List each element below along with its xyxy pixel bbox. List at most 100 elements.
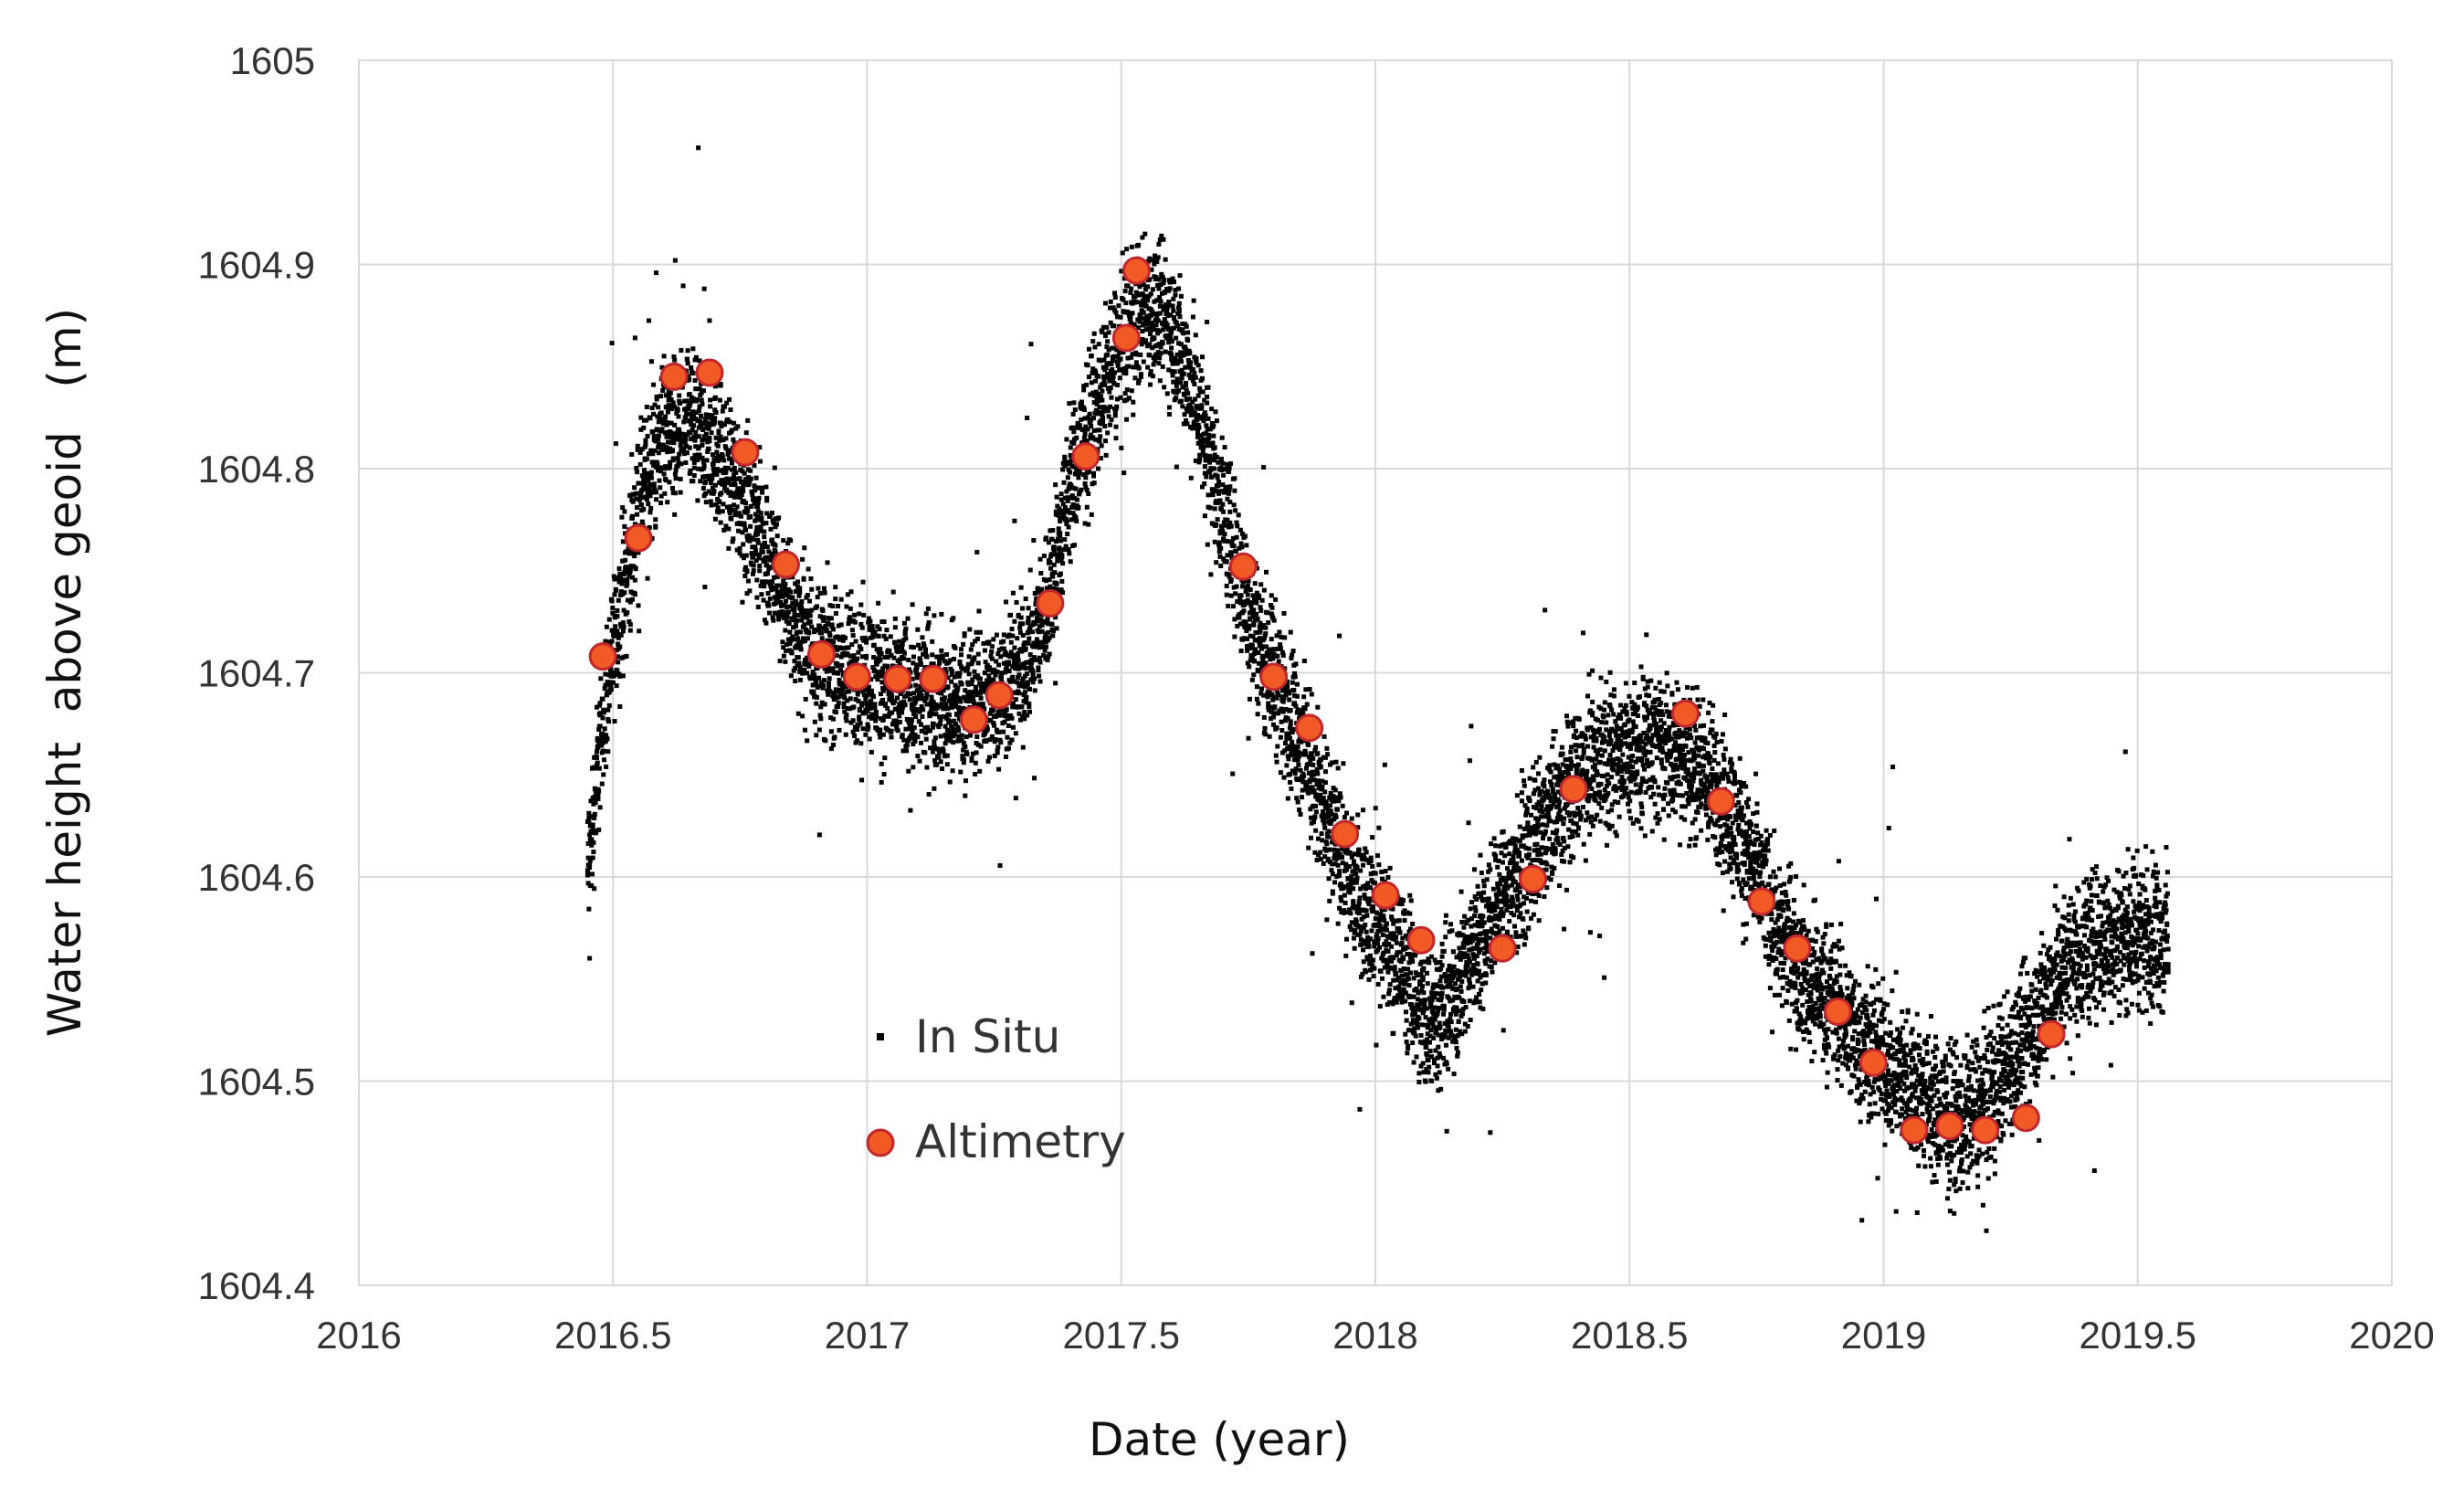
in-situ-point — [996, 766, 1002, 772]
in-situ-point — [596, 726, 602, 732]
in-situ-point — [1152, 335, 1157, 341]
in-situ-point — [1197, 388, 1203, 394]
in-situ-point — [1137, 284, 1142, 290]
in-situ-point — [1249, 600, 1255, 606]
in-situ-point — [750, 491, 755, 497]
in-situ-point — [1374, 911, 1380, 916]
in-situ-point — [1064, 437, 1069, 442]
in-situ-point — [1263, 660, 1269, 666]
in-situ-point — [1297, 807, 1302, 812]
in-situ-point — [767, 557, 773, 563]
in-situ-point — [1069, 463, 1075, 469]
in-situ-point — [644, 497, 649, 502]
in-situ-point — [1152, 299, 1157, 304]
in-situ-point — [1385, 921, 1390, 926]
in-situ-point — [931, 722, 936, 727]
in-situ-point — [1178, 380, 1184, 385]
in-situ-point — [1238, 541, 1244, 546]
in-situ-point — [904, 743, 910, 748]
in-situ-point — [1269, 613, 1275, 618]
in-situ-point — [1337, 633, 1343, 639]
in-situ-point — [711, 471, 717, 477]
in-situ-point — [1398, 967, 1404, 973]
in-situ-point — [747, 538, 753, 544]
in-situ-point — [706, 446, 711, 451]
in-situ-point — [1387, 982, 1393, 987]
in-situ-point — [1358, 928, 1364, 934]
in-situ-point — [909, 644, 914, 649]
in-situ-point — [1242, 602, 1248, 607]
in-situ-point — [1207, 457, 1213, 462]
in-situ-point — [1118, 395, 1123, 400]
in-situ-point — [708, 397, 713, 403]
in-situ-point — [1113, 310, 1119, 315]
in-situ-point — [771, 586, 776, 591]
in-situ-point — [1240, 584, 1246, 589]
in-situ-point — [614, 671, 619, 677]
in-situ-point — [836, 623, 841, 628]
in-situ-point — [668, 463, 673, 469]
in-situ-point — [1100, 397, 1105, 403]
in-situ-point — [851, 704, 857, 710]
in-situ-point — [1016, 614, 1021, 619]
in-situ-point — [1140, 329, 1145, 334]
in-situ-point — [665, 449, 670, 455]
in-situ-point — [603, 671, 608, 677]
in-situ-point — [1274, 759, 1279, 765]
in-situ-point — [998, 740, 1004, 745]
in-situ-point — [739, 553, 744, 558]
in-situ-point — [832, 691, 837, 696]
in-situ-point — [1056, 512, 1061, 518]
in-situ-point — [663, 393, 669, 398]
in-situ-point — [916, 719, 921, 724]
in-situ-point — [671, 440, 677, 446]
in-situ-point — [987, 667, 993, 672]
in-situ-point — [1394, 953, 1399, 958]
in-situ-point — [1183, 344, 1188, 350]
in-situ-point — [1008, 713, 1014, 718]
in-situ-point — [1199, 406, 1205, 411]
in-situ-point — [969, 758, 974, 764]
in-situ-point — [613, 441, 618, 447]
in-situ-point — [1073, 514, 1079, 520]
in-situ-point — [1081, 384, 1087, 389]
in-situ-point — [830, 666, 836, 671]
in-situ-point — [745, 475, 751, 480]
in-situ-point — [883, 702, 889, 707]
in-situ-point — [1129, 388, 1134, 394]
in-situ-point — [895, 728, 900, 734]
in-situ-point — [1349, 874, 1354, 880]
in-situ-point — [910, 707, 915, 713]
in-situ-point — [1112, 290, 1118, 296]
in-situ-point — [901, 650, 907, 656]
in-situ-point — [683, 459, 689, 465]
in-situ-point — [821, 678, 827, 683]
in-situ-point — [1090, 416, 1096, 421]
in-situ-point — [1221, 472, 1227, 478]
in-situ-point — [1290, 649, 1296, 654]
in-situ-point — [646, 502, 651, 507]
in-situ-point — [1269, 637, 1274, 642]
in-situ-point — [658, 469, 664, 474]
in-situ-point — [1247, 623, 1252, 628]
in-situ-point — [1332, 798, 1338, 804]
in-situ-point — [879, 779, 884, 785]
in-situ-point — [1286, 731, 1291, 736]
in-situ-point — [625, 610, 630, 616]
in-situ-point — [1148, 372, 1153, 377]
in-situ-point — [995, 747, 1000, 753]
in-situ-point — [651, 462, 657, 468]
in-situ-point — [1094, 401, 1100, 407]
in-situ-point — [1272, 704, 1278, 710]
y-tick-label: 1604.9 — [198, 244, 315, 287]
in-situ-point — [1206, 432, 1212, 438]
in-situ-point — [753, 547, 758, 553]
in-situ-point — [1030, 673, 1036, 679]
in-situ-point — [743, 565, 749, 570]
in-situ-point — [1088, 392, 1093, 397]
in-situ-point — [608, 684, 614, 690]
in-situ-point — [1111, 375, 1116, 380]
in-situ-point — [1115, 363, 1121, 368]
in-situ-point — [1309, 815, 1314, 820]
in-situ-point — [881, 619, 887, 625]
